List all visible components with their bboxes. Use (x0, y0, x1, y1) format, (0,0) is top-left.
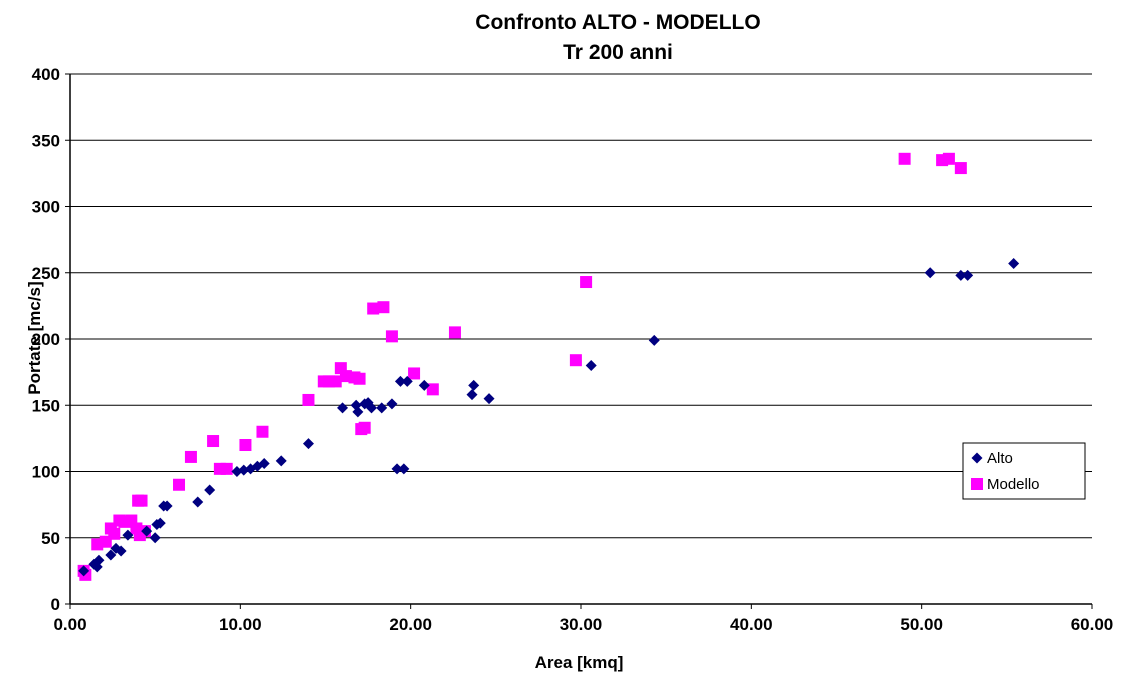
y-tick-labels: 0 50 100 150 200 250 300 350 400 (32, 65, 60, 614)
data-point-modello (358, 421, 371, 434)
y-tick-label: 250 (32, 264, 60, 283)
data-point-modello (408, 367, 421, 380)
data-point-modello (173, 478, 186, 491)
legend-label-modello: Modello (987, 476, 1040, 493)
legend: Alto Modello (962, 442, 1086, 500)
legend-box (962, 442, 1086, 500)
data-point-modello (256, 425, 269, 438)
y-tick-label: 400 (32, 65, 60, 84)
data-point-alto (122, 529, 134, 541)
data-point-alto (394, 375, 406, 387)
data-point-alto (398, 463, 410, 475)
y-tick-label: 50 (41, 529, 60, 548)
data-point-alto (275, 455, 287, 467)
legend-label-alto: Alto (987, 450, 1013, 467)
data-point-alto (78, 565, 90, 577)
x-tick-label: 0.00 (53, 615, 86, 634)
data-point-alto (391, 463, 403, 475)
chart-subtitle: Tr 200 anni (563, 41, 673, 64)
chart-title: Confronto ALTO - MODELLO (475, 11, 760, 34)
data-point-modello (954, 162, 967, 175)
data-point-modello (448, 326, 461, 339)
data-point-modello (184, 450, 197, 463)
data-point-alto (401, 375, 413, 387)
data-point-modello (207, 435, 220, 448)
data-point-modello (942, 152, 955, 165)
data-point-modello (426, 383, 439, 396)
data-point-alto (1008, 257, 1020, 269)
data-point-alto (105, 549, 117, 561)
data-point-alto (204, 484, 216, 496)
data-point-alto (337, 402, 349, 414)
data-point-alto (365, 402, 377, 414)
data-point-modello (367, 302, 380, 315)
x-tick-label: 20.00 (389, 615, 432, 634)
legend-marker-alto (971, 452, 983, 464)
data-point-alto (466, 389, 478, 401)
data-point-modello (108, 527, 121, 540)
y-axis-title: Portate [mc/s] (25, 281, 44, 394)
y-tick-label: 350 (32, 131, 60, 150)
series-alto (78, 257, 1020, 577)
data-point-modello (329, 375, 342, 388)
data-point-alto (149, 532, 161, 544)
data-point-alto (93, 554, 105, 566)
x-tick-labels: 0.00 10.00 20.00 30.00 40.00 50.00 60.00 (53, 615, 1113, 634)
x-tick-label: 60.00 (1071, 615, 1114, 634)
data-point-alto (386, 398, 398, 410)
data-point-alto (585, 360, 597, 371)
data-point-alto (302, 438, 314, 450)
data-point-alto (161, 500, 173, 512)
data-point-modello (569, 354, 582, 367)
data-point-alto (352, 406, 364, 418)
data-point-modello (239, 439, 252, 451)
y-tick-label: 150 (32, 396, 60, 415)
data-point-modello (353, 372, 366, 385)
axes (65, 73, 1093, 609)
x-tick-label: 30.00 (560, 615, 603, 634)
y-tick-label: 100 (32, 463, 60, 482)
legend-marker-modello (971, 478, 983, 490)
data-point-alto (376, 402, 388, 414)
data-point-alto (141, 525, 153, 537)
data-point-alto (483, 393, 495, 405)
data-point-alto (648, 334, 660, 346)
data-point-modello (135, 494, 148, 507)
y-tick-label: 200 (32, 330, 60, 349)
data-point-alto (115, 545, 127, 557)
x-axis-title: Area [kmq] (535, 653, 624, 672)
x-tick-label: 40.00 (730, 615, 773, 634)
data-point-alto (258, 458, 270, 470)
x-tick-label: 50.00 (900, 615, 943, 634)
data-point-alto (154, 517, 166, 529)
data-point-modello (377, 301, 390, 314)
data-point-alto (418, 379, 430, 391)
data-point-modello (385, 330, 398, 343)
data-point-alto (962, 269, 974, 281)
data-points (77, 152, 1020, 581)
data-point-alto (192, 496, 204, 508)
data-point-alto (955, 269, 967, 281)
series-modello (77, 152, 967, 581)
data-point-modello (580, 276, 593, 289)
data-point-alto (245, 463, 257, 475)
data-point-modello (220, 462, 233, 475)
y-tick-label: 300 (32, 198, 60, 217)
data-point-modello (302, 393, 315, 406)
x-tick-label: 10.00 (219, 615, 262, 634)
data-point-modello (898, 152, 911, 165)
y-tick-label: 0 (51, 595, 60, 614)
data-point-alto (924, 267, 936, 279)
data-point-alto (468, 379, 480, 391)
